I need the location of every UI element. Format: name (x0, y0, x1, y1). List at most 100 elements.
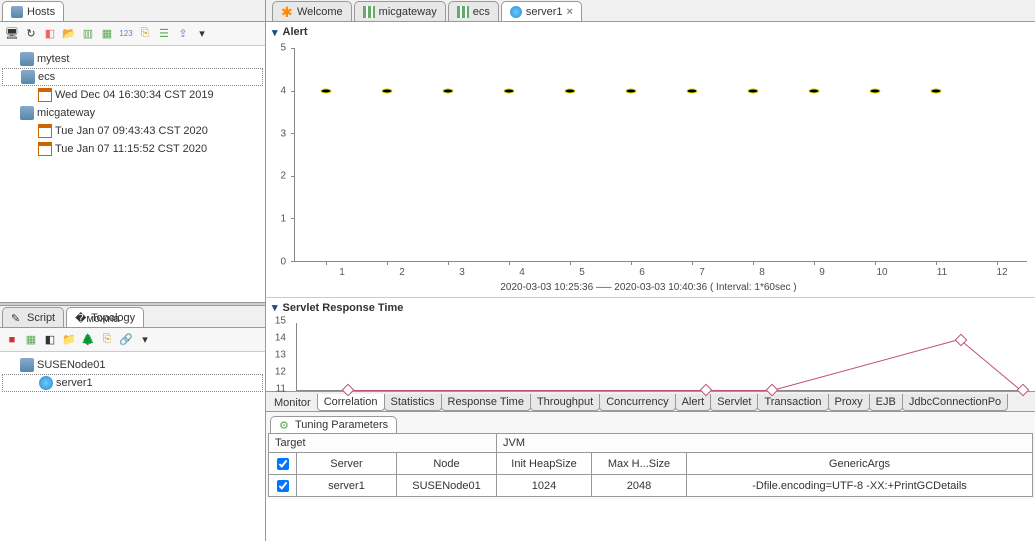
tree-label: micgateway (37, 107, 95, 119)
tp-tree-icon[interactable]: 🌲 (80, 332, 96, 348)
x-tick-label: 7 (699, 267, 705, 278)
x-tick-label: 6 (639, 267, 645, 278)
topo-node[interactable]: server1 (2, 374, 263, 392)
tb-refresh-icon[interactable]: ↻ (23, 26, 39, 42)
x-tick-label: 10 (876, 267, 887, 278)
tb-menu-icon[interactable]: ▾ (194, 26, 210, 42)
tab-hosts-label: Hosts (27, 6, 55, 18)
tab-tuning-parameters[interactable]: ⚙ Tuning Parameters (270, 416, 397, 433)
tree-node[interactable]: Wed Dec 04 16:30:34 CST 2019 (2, 86, 263, 104)
cell-node: SUSENode01 (397, 475, 497, 496)
hosts-tabbar: Hosts (0, 0, 265, 22)
tp-folder-icon[interactable]: 📁 (61, 332, 77, 348)
tab-hosts[interactable]: Hosts (2, 1, 64, 21)
bottom-tab-throughput[interactable]: Throughput (530, 394, 600, 411)
script-icon: ✎ (11, 312, 23, 324)
x-tick-label: 12 (996, 267, 1007, 278)
tp-copy-icon[interactable]: ⎘ (99, 332, 115, 348)
tb-num-icon[interactable]: 123 (118, 26, 134, 42)
col-server[interactable]: Server (297, 453, 397, 474)
tb-eraser-icon[interactable]: ◧ (42, 26, 58, 42)
bottom-tab-concurrency[interactable]: Concurrency (599, 394, 675, 411)
tuning-tab-label: Tuning Parameters (295, 419, 388, 431)
tuning-data-row[interactable]: server1 SUSENode01 1024 2048 -Dfile.enco… (268, 475, 1033, 497)
topology-icon: �можна (75, 312, 87, 324)
host-icon (20, 106, 34, 120)
tb-cols-icon[interactable]: ▥ (80, 26, 96, 42)
col-max[interactable]: Max H...Size (592, 453, 687, 474)
tree-node[interactable]: mytest (2, 50, 263, 68)
tree-node[interactable]: micgateway (2, 104, 263, 122)
editor-tab-micgateway[interactable]: micgateway (354, 1, 446, 21)
chart-point (930, 88, 941, 93)
tree-label: Tue Jan 07 09:43:43 CST 2020 (55, 125, 208, 137)
editor-tab-ecs[interactable]: ecs (448, 1, 499, 21)
bottom-tab-servlet[interactable]: Servlet (710, 394, 758, 411)
tb-open-icon[interactable]: 📂 (61, 26, 77, 42)
srt-title: Servlet Response Time (283, 302, 404, 314)
editor-tab-label: micgateway (379, 6, 437, 18)
tb-export-icon[interactable]: ⇪ (175, 26, 191, 42)
checkbox-header[interactable] (277, 458, 289, 470)
bottom-tab-statistics[interactable]: Statistics (384, 394, 442, 411)
srt-twistie-icon[interactable]: ▾ (272, 301, 278, 314)
tb-copy-icon[interactable]: ⎘ (137, 26, 153, 42)
bottom-tab-ejb[interactable]: EJB (869, 394, 903, 411)
chart-point (564, 88, 575, 93)
tp-stop-icon[interactable]: ■ (4, 332, 20, 348)
tuning-icon: ⚙ (279, 419, 291, 431)
close-icon[interactable]: × (567, 6, 573, 18)
tab-topology-label: Topology (91, 312, 135, 324)
editor-tab-welcome[interactable]: ✱Welcome (272, 1, 352, 21)
tp-conn-icon[interactable]: ◧ (42, 332, 58, 348)
sun-icon: ✱ (281, 6, 293, 18)
chart-point (381, 88, 392, 93)
tb-monitor-icon[interactable]: 🖥 (4, 26, 20, 42)
cell-generic: -Dfile.encoding=UTF-8 -XX:+PrintGCDetail… (687, 475, 1032, 496)
tp-link-icon[interactable]: 🔗 (118, 332, 134, 348)
grid-icon (363, 6, 375, 18)
editor-tab-label: ecs (473, 6, 490, 18)
tree-label: mytest (37, 53, 69, 65)
right-panel: ✱Welcomemicgatewayecsserver1× ▾ Alert 01… (266, 0, 1035, 541)
tb-cols2-icon[interactable]: ▦ (99, 26, 115, 42)
bottom-tab-correlation[interactable]: Correlation (317, 394, 385, 411)
topo-node[interactable]: SUSENode01 (2, 356, 263, 374)
alert-twistie-icon[interactable]: ▾ (272, 26, 278, 39)
col-init[interactable]: Init HeapSize (497, 453, 592, 474)
alert-chart-wrap: 012345 123456789101112 2020-03-03 10:25:… (266, 42, 1035, 297)
cal-icon (38, 88, 52, 102)
y-tick-label: 5 (280, 43, 286, 54)
editor-tab-server1[interactable]: server1 × (501, 1, 582, 21)
y-tick-label: 13 (275, 350, 286, 361)
bottom-tab-response-time[interactable]: Response Time (441, 394, 531, 411)
bottom-tab-transaction[interactable]: Transaction (757, 394, 828, 411)
cell-server: server1 (297, 475, 397, 496)
tree-node[interactable]: ecs (2, 68, 263, 86)
tuning-group-row: Target JVM (268, 433, 1033, 453)
alert-chart: 012345 123456789101112 (288, 46, 1027, 284)
cell-max: 2048 (592, 475, 687, 496)
hosts-icon (11, 6, 23, 18)
tab-topology[interactable]: �можна Topology (66, 307, 144, 327)
chart-point (686, 88, 697, 93)
bottom-tab-proxy[interactable]: Proxy (828, 394, 870, 411)
tab-script[interactable]: ✎ Script (2, 307, 64, 327)
checkbox-row[interactable] (277, 480, 289, 492)
group-target: Target (269, 434, 497, 452)
tree-node[interactable]: Tue Jan 07 11:15:52 CST 2020 (2, 140, 263, 158)
tp-menu-icon[interactable]: ▾ (137, 332, 153, 348)
srt-header: ▾ Servlet Response Time (266, 297, 1035, 317)
srv-icon (510, 6, 522, 18)
tuning-panel: ⚙ Tuning Parameters Target JVM Server No… (266, 411, 1035, 499)
tp-grid-icon[interactable]: ▦ (23, 332, 39, 348)
bottom-tab-jdbcconnectionpo[interactable]: JdbcConnectionPo (902, 394, 1008, 411)
tb-settings-icon[interactable]: ☰ (156, 26, 172, 42)
cell-init: 1024 (497, 475, 592, 496)
chart-point (320, 88, 331, 93)
col-node[interactable]: Node (397, 453, 497, 474)
tree-node[interactable]: Tue Jan 07 09:43:43 CST 2020 (2, 122, 263, 140)
col-generic[interactable]: GenericArgs (687, 453, 1032, 474)
chart-point (503, 88, 514, 93)
editor-tab-label: server1 (526, 6, 563, 18)
